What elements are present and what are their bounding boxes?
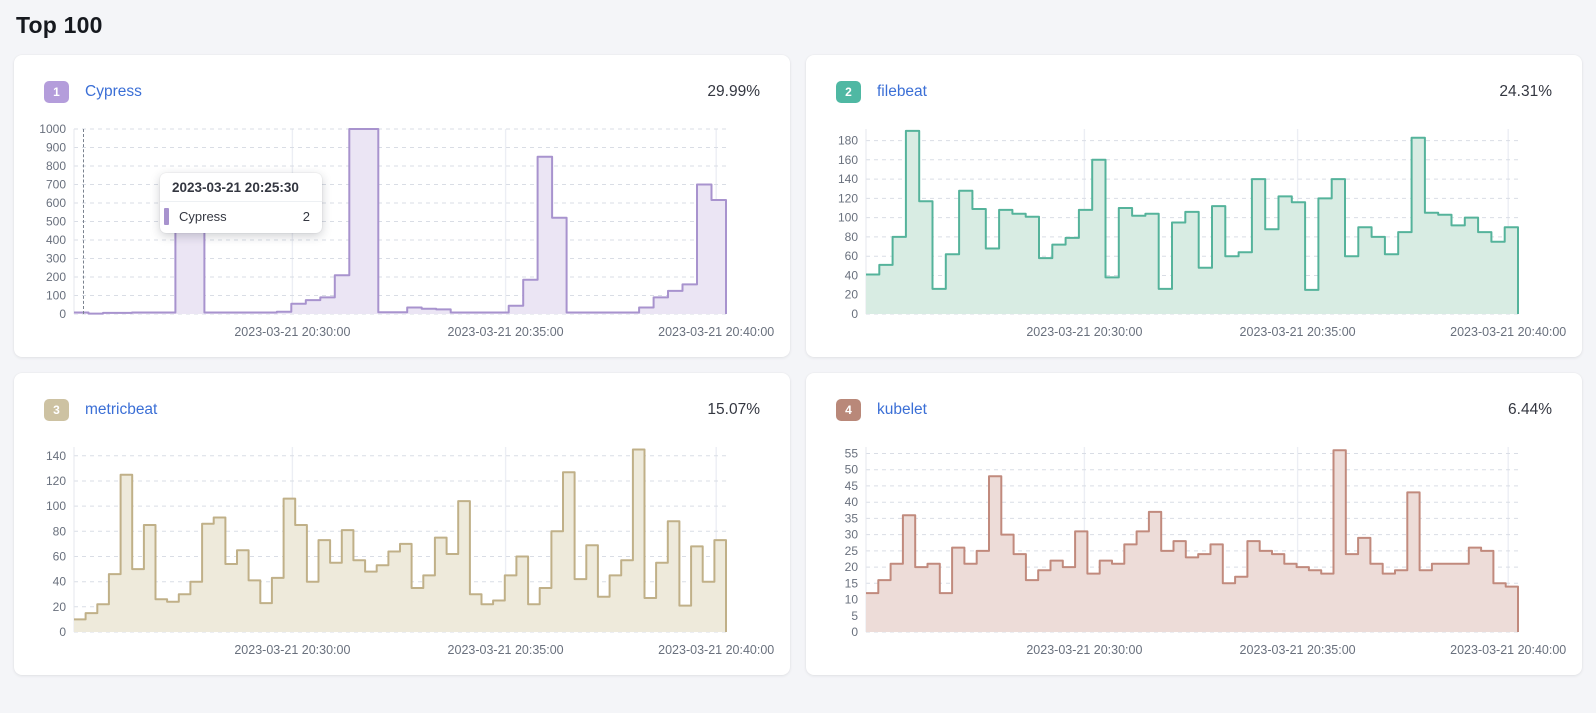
svg-text:0: 0 — [59, 307, 66, 321]
svg-text:900: 900 — [46, 141, 66, 155]
svg-text:10: 10 — [845, 593, 859, 607]
svg-text:200: 200 — [46, 270, 66, 284]
metric-link-kubelet[interactable]: kubelet — [877, 401, 927, 418]
svg-text:45: 45 — [845, 479, 859, 493]
percent-value: 29.99% — [707, 83, 760, 100]
svg-text:500: 500 — [46, 215, 66, 229]
percent-value: 6.44% — [1508, 401, 1552, 418]
svg-text:100: 100 — [46, 289, 66, 303]
svg-text:2023-03-21 20:30:00: 2023-03-21 20:30:00 — [234, 325, 350, 339]
svg-text:120: 120 — [838, 191, 858, 205]
metric-link-cypress[interactable]: Cypress — [85, 83, 142, 100]
chart-area-metricbeat[interactable]: 2023-03-21 20:30:00 2023-03-21 20:35:00 20… — [26, 435, 790, 673]
svg-text:2023-03-21 20:40:00: 2023-03-21 20:40:00 — [658, 325, 774, 339]
tooltip-series-value: 2 — [302, 209, 310, 224]
svg-text:40: 40 — [845, 269, 859, 283]
svg-text:600: 600 — [46, 196, 66, 210]
svg-text:2023-03-21 20:35:00: 2023-03-21 20:35:00 — [448, 643, 564, 657]
svg-text:2023-03-21 20:35:00: 2023-03-21 20:35:00 — [1240, 643, 1356, 657]
svg-text:2023-03-21 20:35:00: 2023-03-21 20:35:00 — [448, 325, 564, 339]
svg-text:400: 400 — [46, 233, 66, 247]
svg-text:2023-03-21 20:40:00: 2023-03-21 20:40:00 — [658, 643, 774, 657]
tooltip-series-label: Cypress — [179, 209, 227, 224]
svg-text:2023-03-21 20:35:00: 2023-03-21 20:35:00 — [1240, 325, 1356, 339]
svg-text:50: 50 — [845, 463, 859, 477]
svg-text:5: 5 — [851, 609, 858, 623]
svg-text:2023-03-21 20:30:00: 2023-03-21 20:30:00 — [1026, 643, 1142, 657]
rank-badge: 1 — [44, 81, 69, 103]
metric-panel-metricbeat: 3 metricbeat 15.07% 2023-03-21 20:30:00 2… — [14, 373, 790, 675]
step-area-chart[interactable]: 2023-03-21 20:30:00 2023-03-21 20:35:00 20… — [26, 435, 776, 665]
svg-text:2023-03-21 20:40:00: 2023-03-21 20:40:00 — [1450, 325, 1566, 339]
svg-text:60: 60 — [53, 550, 67, 564]
tooltip-row: Cypress 2 — [160, 202, 322, 233]
svg-text:40: 40 — [845, 495, 859, 509]
svg-text:700: 700 — [46, 178, 66, 192]
svg-text:35: 35 — [845, 511, 859, 525]
percent-value: 24.31% — [1499, 83, 1552, 100]
svg-text:140: 140 — [46, 449, 66, 463]
svg-text:300: 300 — [46, 252, 66, 266]
chart-area-cypress[interactable]: 2023-03-21 20:30:00 2023-03-21 20:35:00 20… — [26, 117, 790, 355]
svg-text:60: 60 — [845, 249, 859, 263]
chart-area-kubelet[interactable]: 2023-03-21 20:30:00 2023-03-21 20:35:00 20… — [818, 435, 1582, 673]
svg-text:2023-03-21 20:30:00: 2023-03-21 20:30:00 — [234, 643, 350, 657]
metric-panel-kubelet: 4 kubelet 6.44% 2023-03-21 20:30:00 2023-… — [806, 373, 1582, 675]
svg-text:80: 80 — [53, 524, 67, 538]
svg-text:100: 100 — [838, 211, 858, 225]
rank-badge: 3 — [44, 399, 69, 421]
panels-grid: 1 Cypress 29.99% 2023-03-21 20:30:00 2023… — [14, 55, 1582, 675]
svg-text:25: 25 — [845, 544, 859, 558]
svg-text:180: 180 — [838, 134, 858, 148]
metric-link-metricbeat[interactable]: metricbeat — [85, 401, 158, 418]
svg-text:0: 0 — [851, 307, 858, 321]
metric-panel-cypress: 1 Cypress 29.99% 2023-03-21 20:30:00 2023… — [14, 55, 790, 357]
svg-text:15: 15 — [845, 576, 859, 590]
panel-header: 4 kubelet 6.44% — [836, 397, 1552, 423]
tooltip-time: 2023-03-21 20:25:30 — [160, 173, 322, 202]
rank-badge: 2 — [836, 81, 861, 103]
svg-text:160: 160 — [838, 153, 858, 167]
svg-text:80: 80 — [845, 230, 859, 244]
step-area-chart[interactable]: 2023-03-21 20:30:00 2023-03-21 20:35:00 20… — [818, 117, 1568, 347]
panel-header: 1 Cypress 29.99% — [44, 79, 760, 105]
svg-text:20: 20 — [845, 288, 859, 302]
svg-text:30: 30 — [845, 528, 859, 542]
svg-text:1000: 1000 — [39, 122, 66, 136]
svg-text:800: 800 — [46, 159, 66, 173]
svg-text:20: 20 — [845, 560, 859, 574]
svg-text:0: 0 — [851, 625, 858, 639]
series-marker — [164, 208, 169, 225]
panel-header: 3 metricbeat 15.07% — [44, 397, 760, 423]
percent-value: 15.07% — [707, 401, 760, 418]
step-area-chart[interactable]: 2023-03-21 20:30:00 2023-03-21 20:35:00 20… — [818, 435, 1568, 665]
page-title: Top 100 — [16, 12, 103, 38]
metric-link-filebeat[interactable]: filebeat — [877, 83, 927, 100]
svg-text:55: 55 — [845, 447, 859, 461]
dashboard-page: Top 100 1 Cypress 29.99% 2023-03-21 20:3… — [14, 12, 1582, 675]
svg-text:120: 120 — [46, 474, 66, 488]
svg-text:40: 40 — [53, 575, 67, 589]
step-area-chart[interactable]: 2023-03-21 20:30:00 2023-03-21 20:35:00 20… — [26, 117, 776, 347]
metric-panel-filebeat: 2 filebeat 24.31% 2023-03-21 20:30:00 202… — [806, 55, 1582, 357]
panel-header: 2 filebeat 24.31% — [836, 79, 1552, 105]
svg-text:100: 100 — [46, 499, 66, 513]
svg-text:140: 140 — [838, 172, 858, 186]
chart-tooltip: 2023-03-21 20:25:30 Cypress 2 — [160, 173, 322, 233]
svg-text:0: 0 — [59, 625, 66, 639]
chart-area-filebeat[interactable]: 2023-03-21 20:30:00 2023-03-21 20:35:00 20… — [818, 117, 1582, 355]
rank-badge: 4 — [836, 399, 861, 421]
svg-text:2023-03-21 20:30:00: 2023-03-21 20:30:00 — [1026, 325, 1142, 339]
svg-text:20: 20 — [53, 600, 67, 614]
svg-text:2023-03-21 20:40:00: 2023-03-21 20:40:00 — [1450, 643, 1566, 657]
